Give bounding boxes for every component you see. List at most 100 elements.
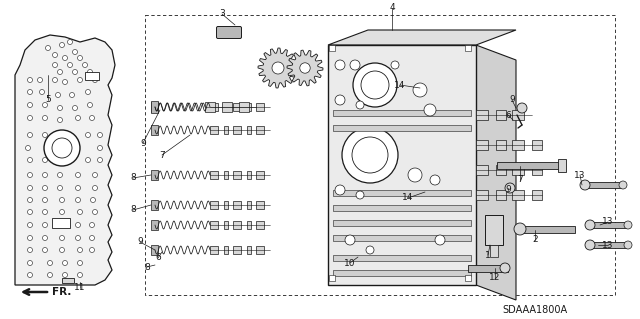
Circle shape [88,102,93,108]
Circle shape [26,145,31,151]
Circle shape [58,70,63,75]
Bar [512,190,524,200]
Circle shape [42,132,47,137]
Bar [333,205,471,211]
Bar [512,140,524,150]
Bar [210,221,218,229]
Text: 9: 9 [509,95,515,105]
Circle shape [76,186,81,190]
FancyBboxPatch shape [216,26,241,39]
Text: 7: 7 [517,175,523,184]
Circle shape [28,115,33,121]
Text: 8: 8 [144,263,150,271]
Bar [497,162,562,169]
Circle shape [28,78,33,83]
Bar [256,201,264,209]
Circle shape [97,132,102,137]
Bar [210,246,218,254]
Circle shape [58,117,63,122]
Circle shape [505,183,515,193]
Bar [333,255,471,261]
Circle shape [42,222,47,227]
Bar [333,110,471,116]
Bar [590,222,628,228]
Circle shape [435,235,445,245]
Circle shape [52,138,72,158]
Bar [233,126,241,134]
Circle shape [28,210,33,214]
Bar [151,125,158,135]
Polygon shape [287,50,323,86]
Bar [476,190,488,200]
Circle shape [42,186,47,190]
Circle shape [70,93,74,98]
Circle shape [83,63,88,68]
Bar [233,103,241,111]
Circle shape [42,235,47,241]
Circle shape [76,115,81,121]
Circle shape [345,235,355,245]
Circle shape [38,78,42,83]
Circle shape [63,79,67,85]
Bar [333,270,471,276]
Text: 3: 3 [219,10,225,19]
Bar [585,182,623,188]
Circle shape [90,197,95,203]
Bar [256,221,264,229]
Circle shape [28,186,33,190]
Bar [333,235,471,241]
Bar [62,278,74,283]
Circle shape [42,102,47,108]
Circle shape [58,106,63,110]
Circle shape [58,222,63,227]
Bar [532,165,542,175]
Bar [512,165,524,175]
Circle shape [585,240,595,250]
Circle shape [300,63,310,73]
Text: 5: 5 [45,95,51,105]
Text: 14: 14 [403,194,413,203]
Bar [151,170,158,180]
Circle shape [67,40,72,44]
Circle shape [97,158,102,162]
Circle shape [77,248,83,253]
Bar [490,245,498,257]
Bar [210,103,218,111]
Bar [465,275,471,281]
Circle shape [408,168,422,182]
Bar [151,220,158,230]
Bar [329,45,335,51]
Bar [151,101,158,113]
Circle shape [624,241,632,249]
Circle shape [52,78,58,83]
Bar [256,171,264,179]
Bar [224,221,228,229]
Bar [558,159,566,172]
Circle shape [40,90,45,94]
Circle shape [28,90,33,94]
Bar [329,275,335,281]
Circle shape [72,106,77,110]
Bar [151,102,158,112]
Text: 11: 11 [74,284,86,293]
Circle shape [619,181,627,189]
Bar [333,190,471,196]
Circle shape [517,103,527,113]
Circle shape [28,272,33,278]
Bar [224,246,228,254]
Text: 9: 9 [505,186,511,195]
Circle shape [42,248,47,253]
Circle shape [430,175,440,185]
Bar [239,102,249,112]
Circle shape [86,158,90,162]
Circle shape [624,221,632,229]
Text: 14: 14 [394,80,406,90]
Circle shape [42,158,47,162]
Circle shape [335,60,345,70]
Bar [532,140,542,150]
Text: 8: 8 [130,174,136,182]
Circle shape [28,158,33,162]
Circle shape [60,210,65,214]
Text: 9: 9 [140,138,146,147]
Bar [520,226,575,233]
